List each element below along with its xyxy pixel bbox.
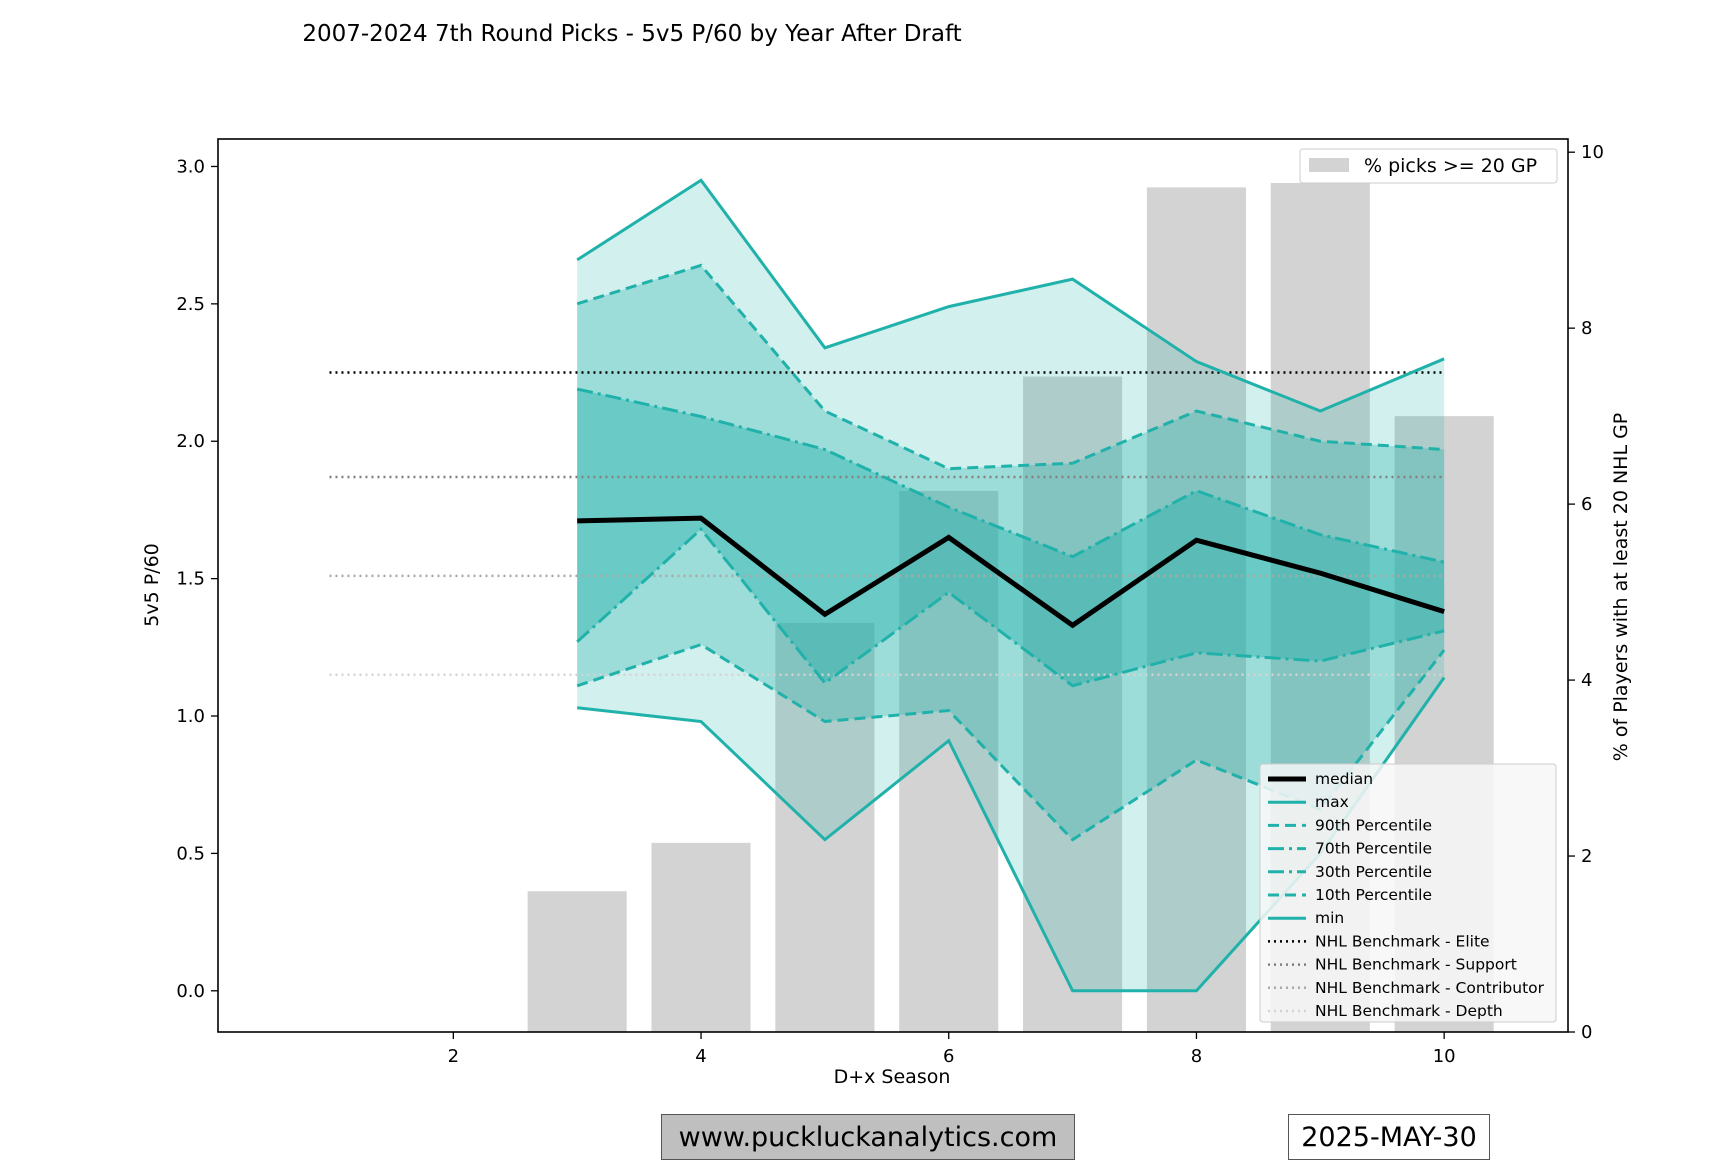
y-axis-label: 5v5 P/60: [141, 543, 163, 627]
y-tick-label: 1.0: [176, 706, 205, 727]
x-tick-label: 4: [695, 1046, 706, 1067]
y-tick-label: 2.5: [176, 294, 205, 315]
band-10-90: [577, 265, 1445, 840]
legend-label: max: [1315, 793, 1349, 811]
legend-label: NHL Benchmark - Contributor: [1315, 979, 1545, 997]
legend-label: 70th Percentile: [1315, 840, 1432, 858]
legend-bars: % picks >= 20 GP: [1299, 148, 1558, 184]
legend-label: NHL Benchmark - Support: [1315, 956, 1517, 974]
legend-label: 10th Percentile: [1315, 886, 1432, 904]
bar-8: [1146, 187, 1246, 1032]
legend-bars-swatch: [1309, 158, 1349, 172]
band-min-max: [577, 180, 1445, 991]
line-70th-percentile: [576, 387, 1445, 564]
footer-date: 2025-MAY-30: [1288, 1114, 1490, 1160]
bar-4: [651, 842, 751, 1032]
legend-label: 30th Percentile: [1315, 863, 1432, 881]
x-tick-label: 8: [1191, 1046, 1202, 1067]
x-tick-label: 2: [448, 1046, 459, 1067]
y-tick-label: 2.0: [176, 431, 205, 452]
lines-layer: [576, 178, 1446, 993]
legend-label: 90th Percentile: [1315, 816, 1432, 834]
axes-layer: 2 4 6 8 10 0.0 0.5 1.0 1.5 2.0 2.5 3.0 0 2 4 6 8 10: [176, 138, 1604, 1067]
bands-layer: [577, 180, 1445, 991]
y2-tick-label: 2: [1581, 846, 1592, 867]
y2-tick-label: 4: [1581, 670, 1592, 691]
y-tick-label: 0.5: [176, 843, 205, 864]
legend-label: min: [1315, 909, 1344, 927]
line-median: [577, 515, 1445, 629]
chart-title: 2007-2024 7th Round Picks - 5v5 P/60 by …: [302, 21, 961, 47]
line-max: [576, 178, 1445, 413]
y-tick-label: 1.5: [176, 569, 205, 590]
y2-tick-label: 6: [1581, 494, 1592, 515]
y2-tick-label: 0: [1581, 1022, 1592, 1043]
bar-5: [775, 622, 875, 1032]
bar-6: [899, 490, 999, 1033]
line-90th-percentile: [576, 263, 1445, 471]
x-tick-label: 10: [1433, 1046, 1456, 1067]
plot-frame: [217, 138, 1569, 1033]
band-30-70: [577, 389, 1445, 686]
y2-tick-label: 10: [1581, 142, 1604, 163]
y-tick-label: 0.0: [176, 981, 205, 1002]
legend-main: median max 90th Percentile 70th Percentile 3…: [1259, 763, 1557, 1023]
legend-bars-label: % picks >= 20 GP: [1364, 155, 1537, 177]
y2-tick-label: 8: [1581, 318, 1592, 339]
bar-3: [527, 891, 627, 1032]
legend-label: NHL Benchmark - Depth: [1315, 1002, 1503, 1020]
y-tick-label: 3.0: [176, 156, 205, 177]
x-axis-label: D+x Season: [834, 1066, 951, 1088]
legend-label: median: [1315, 770, 1373, 788]
y2-axis-label: % of Players with at least 20 NHL GP: [1610, 413, 1632, 762]
line-30th-percentile: [576, 526, 1445, 688]
footer-url: www.puckluckanalytics.com: [661, 1114, 1075, 1160]
x-tick-label: 6: [943, 1046, 954, 1067]
legend-label: NHL Benchmark - Elite: [1315, 932, 1490, 950]
